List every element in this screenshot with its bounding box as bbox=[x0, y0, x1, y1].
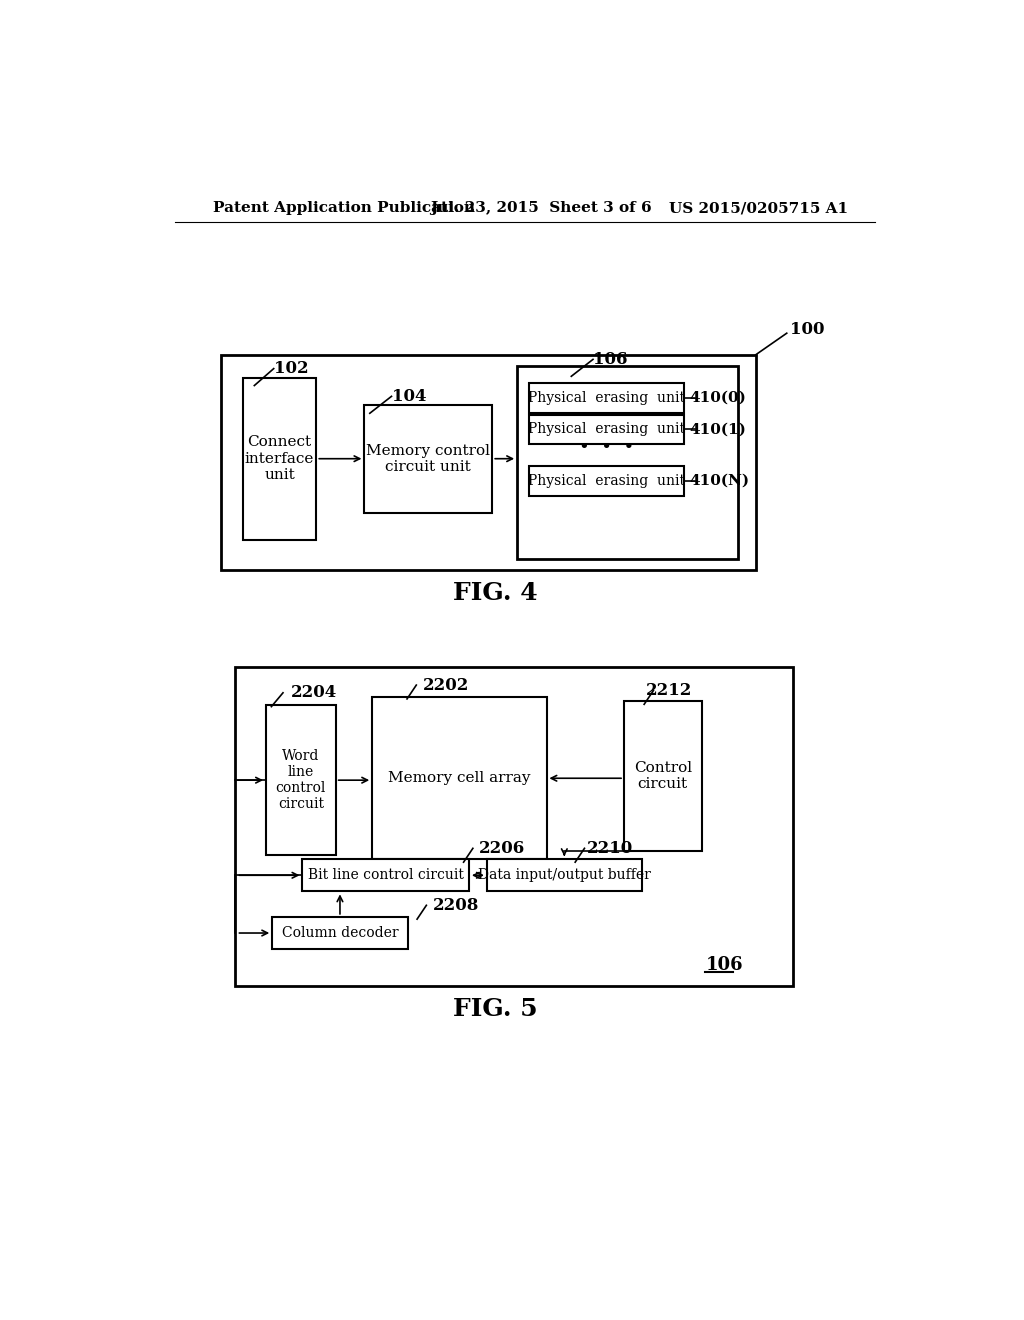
Text: Word
line
control
circuit: Word line control circuit bbox=[275, 748, 326, 812]
Text: 2202: 2202 bbox=[423, 677, 469, 693]
Text: 104: 104 bbox=[391, 388, 426, 405]
Text: 102: 102 bbox=[273, 360, 308, 378]
Bar bbox=[372, 697, 547, 859]
Text: Physical  erasing  unit: Physical erasing unit bbox=[527, 474, 685, 488]
Bar bbox=[517, 367, 738, 558]
Text: 106: 106 bbox=[706, 957, 743, 974]
Text: 2208: 2208 bbox=[432, 896, 479, 913]
Text: Jul. 23, 2015  Sheet 3 of 6: Jul. 23, 2015 Sheet 3 of 6 bbox=[430, 202, 652, 215]
Bar bbox=[266, 705, 336, 855]
Text: 2210: 2210 bbox=[587, 840, 633, 857]
Bar bbox=[221, 355, 756, 570]
Text: Memory control
circuit unit: Memory control circuit unit bbox=[367, 444, 490, 474]
Text: 410(1): 410(1) bbox=[690, 422, 746, 437]
Bar bbox=[486, 859, 642, 891]
Text: 410(0): 410(0) bbox=[690, 391, 746, 405]
Text: 100: 100 bbox=[790, 321, 824, 338]
Text: Data input/output buffer: Data input/output buffer bbox=[478, 869, 651, 882]
Text: US 2015/0205715 A1: US 2015/0205715 A1 bbox=[669, 202, 848, 215]
Text: •  •  •: • • • bbox=[579, 440, 634, 457]
Text: Physical  erasing  unit: Physical erasing unit bbox=[527, 391, 685, 405]
Text: Physical  erasing  unit: Physical erasing unit bbox=[527, 422, 685, 437]
Bar bbox=[243, 378, 316, 540]
Text: 2206: 2206 bbox=[479, 840, 525, 857]
Bar bbox=[365, 405, 493, 512]
Text: Column decoder: Column decoder bbox=[282, 927, 398, 940]
Text: 410(N): 410(N) bbox=[690, 474, 750, 488]
Bar bbox=[528, 414, 684, 444]
Text: FIG. 5: FIG. 5 bbox=[453, 997, 538, 1022]
Text: 2212: 2212 bbox=[646, 682, 692, 700]
Text: Connect
interface
unit: Connect interface unit bbox=[245, 436, 314, 482]
Text: 106: 106 bbox=[593, 351, 628, 368]
Text: Patent Application Publication: Patent Application Publication bbox=[213, 202, 475, 215]
Text: Memory cell array: Memory cell array bbox=[388, 771, 530, 785]
Text: FIG. 4: FIG. 4 bbox=[453, 581, 538, 606]
Text: Control
circuit: Control circuit bbox=[634, 762, 692, 792]
Bar bbox=[528, 466, 684, 496]
Text: 2204: 2204 bbox=[291, 684, 337, 701]
Bar bbox=[528, 383, 684, 412]
Bar bbox=[272, 917, 408, 949]
Bar bbox=[234, 667, 793, 986]
Bar bbox=[302, 859, 469, 891]
Text: Bit line control circuit: Bit line control circuit bbox=[308, 869, 464, 882]
Bar bbox=[624, 701, 701, 851]
